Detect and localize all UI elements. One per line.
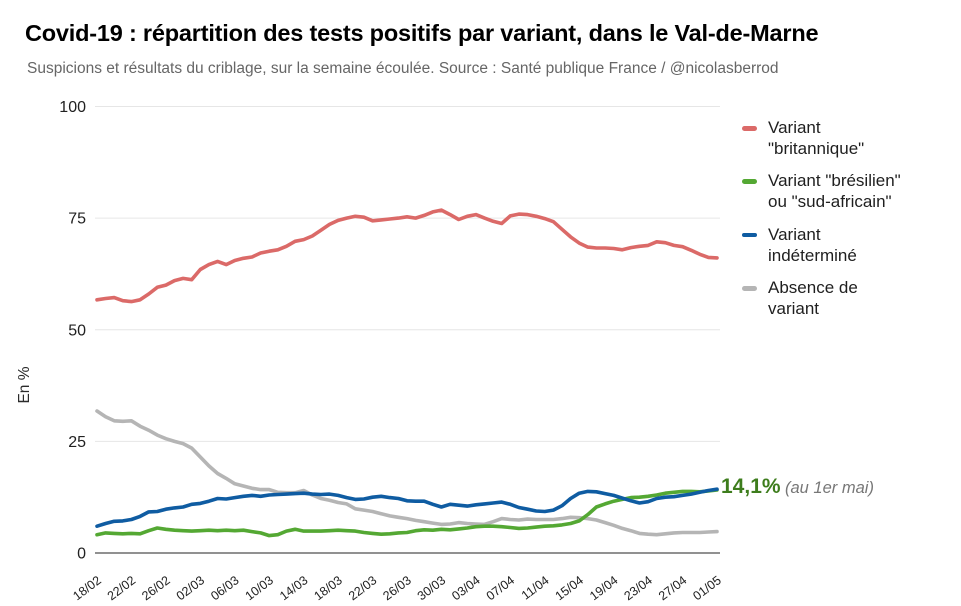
x-axis-tick-label: 22/03 — [346, 573, 379, 603]
x-axis-tick-label: 11/04 — [519, 573, 552, 602]
gridlines: 0 25 50 75 100 — [59, 99, 720, 563]
annotation-value: 14,1% — [721, 475, 781, 498]
x-axis-tick-label: 10/03 — [243, 573, 276, 603]
legend-item-variant-bresilien-sud-africain: Variant "brésilien" ou "sud-africain" — [742, 171, 957, 212]
x-axis-tick-label: 19/04 — [587, 573, 620, 603]
legend-dash-icon — [742, 126, 757, 131]
x-axis-tick-label: 23/04 — [621, 573, 654, 603]
x-axis-tick-label: 07/04 — [484, 573, 517, 603]
legend-label-line: Variant — [768, 224, 821, 244]
x-axis-tick-label: 26/03 — [380, 573, 413, 603]
x-axis-tick-label: 14/03 — [277, 573, 310, 603]
legend-label-line: Variant — [768, 118, 821, 137]
y-axis-tick-label: 25 — [68, 434, 86, 451]
legend-label-line: Absence de — [768, 278, 858, 298]
legend-dash-icon — [742, 286, 757, 291]
x-axis-tick-label: 03/04 — [449, 573, 482, 603]
series-line-3 — [95, 409, 719, 537]
chart-subtitle: Suspicions et résultats du criblage, sur… — [27, 60, 779, 77]
legend-label-line: Variant "brésilien" — [768, 171, 901, 191]
x-axis-tick-label: 27/04 — [656, 573, 689, 603]
legend-label-line: "britannique" — [768, 138, 865, 158]
series-line-1 — [95, 488, 719, 538]
annotation-note: (au 1er mai) — [785, 479, 874, 497]
y-axis-tick-label: 75 — [68, 211, 86, 228]
y-axis-title: En % — [16, 366, 33, 403]
legend-item-variant-indetermine: Variant indéterminé — [742, 225, 957, 266]
legend-item-absence-de-variant: Absence de variant — [742, 278, 957, 319]
legend-item-variant-britannique: Variant "britannique" — [742, 118, 957, 159]
legend-label: Variant indéterminé — [768, 225, 857, 266]
x-axis-tick-label: 01/05 — [690, 573, 723, 603]
x-axis-tick-labels: 18/02 22/02 26/02 02/03 06/03 10/03 14/03 18/03… — [70, 573, 723, 603]
series-line-2 — [95, 487, 719, 529]
x-axis-tick-label: 18/02 — [70, 573, 103, 603]
legend-label-line: variant — [768, 299, 820, 319]
legend-dash-icon — [742, 179, 757, 184]
legend-label: Absence de variant — [768, 278, 858, 319]
y-axis-tick-label: 0 — [77, 546, 86, 563]
legend-label-line: indéterminé — [768, 245, 857, 265]
x-axis-tick-label: 26/02 — [139, 573, 172, 603]
latest-value-annotation: 14,1% (au 1er mai) — [721, 475, 874, 499]
chart-legend: Variant "britannique" Variant "brésilien… — [742, 118, 957, 320]
y-axis-tick-label: 100 — [59, 99, 86, 116]
x-axis-tick-label: 30/03 — [415, 573, 448, 603]
legend-label-line: ou "sud-africain" — [768, 192, 892, 212]
series-line-0 — [95, 208, 719, 304]
x-axis-tick-label: 15/04 — [553, 573, 586, 603]
x-axis-tick-label: 02/03 — [174, 573, 207, 603]
legend-dash-icon — [742, 232, 757, 238]
legend-label: Variant "brésilien" ou "sud-africain" — [768, 171, 901, 212]
x-axis-tick-label: 22/02 — [105, 573, 138, 603]
y-axis-tick-label: 50 — [68, 322, 86, 339]
legend-label: Variant "britannique" — [768, 118, 864, 159]
page-title: Covid-19 : répartition des tests positif… — [25, 20, 819, 46]
x-axis-tick-label: 06/03 — [208, 573, 241, 603]
x-axis-tick-label: 18/03 — [311, 573, 344, 603]
